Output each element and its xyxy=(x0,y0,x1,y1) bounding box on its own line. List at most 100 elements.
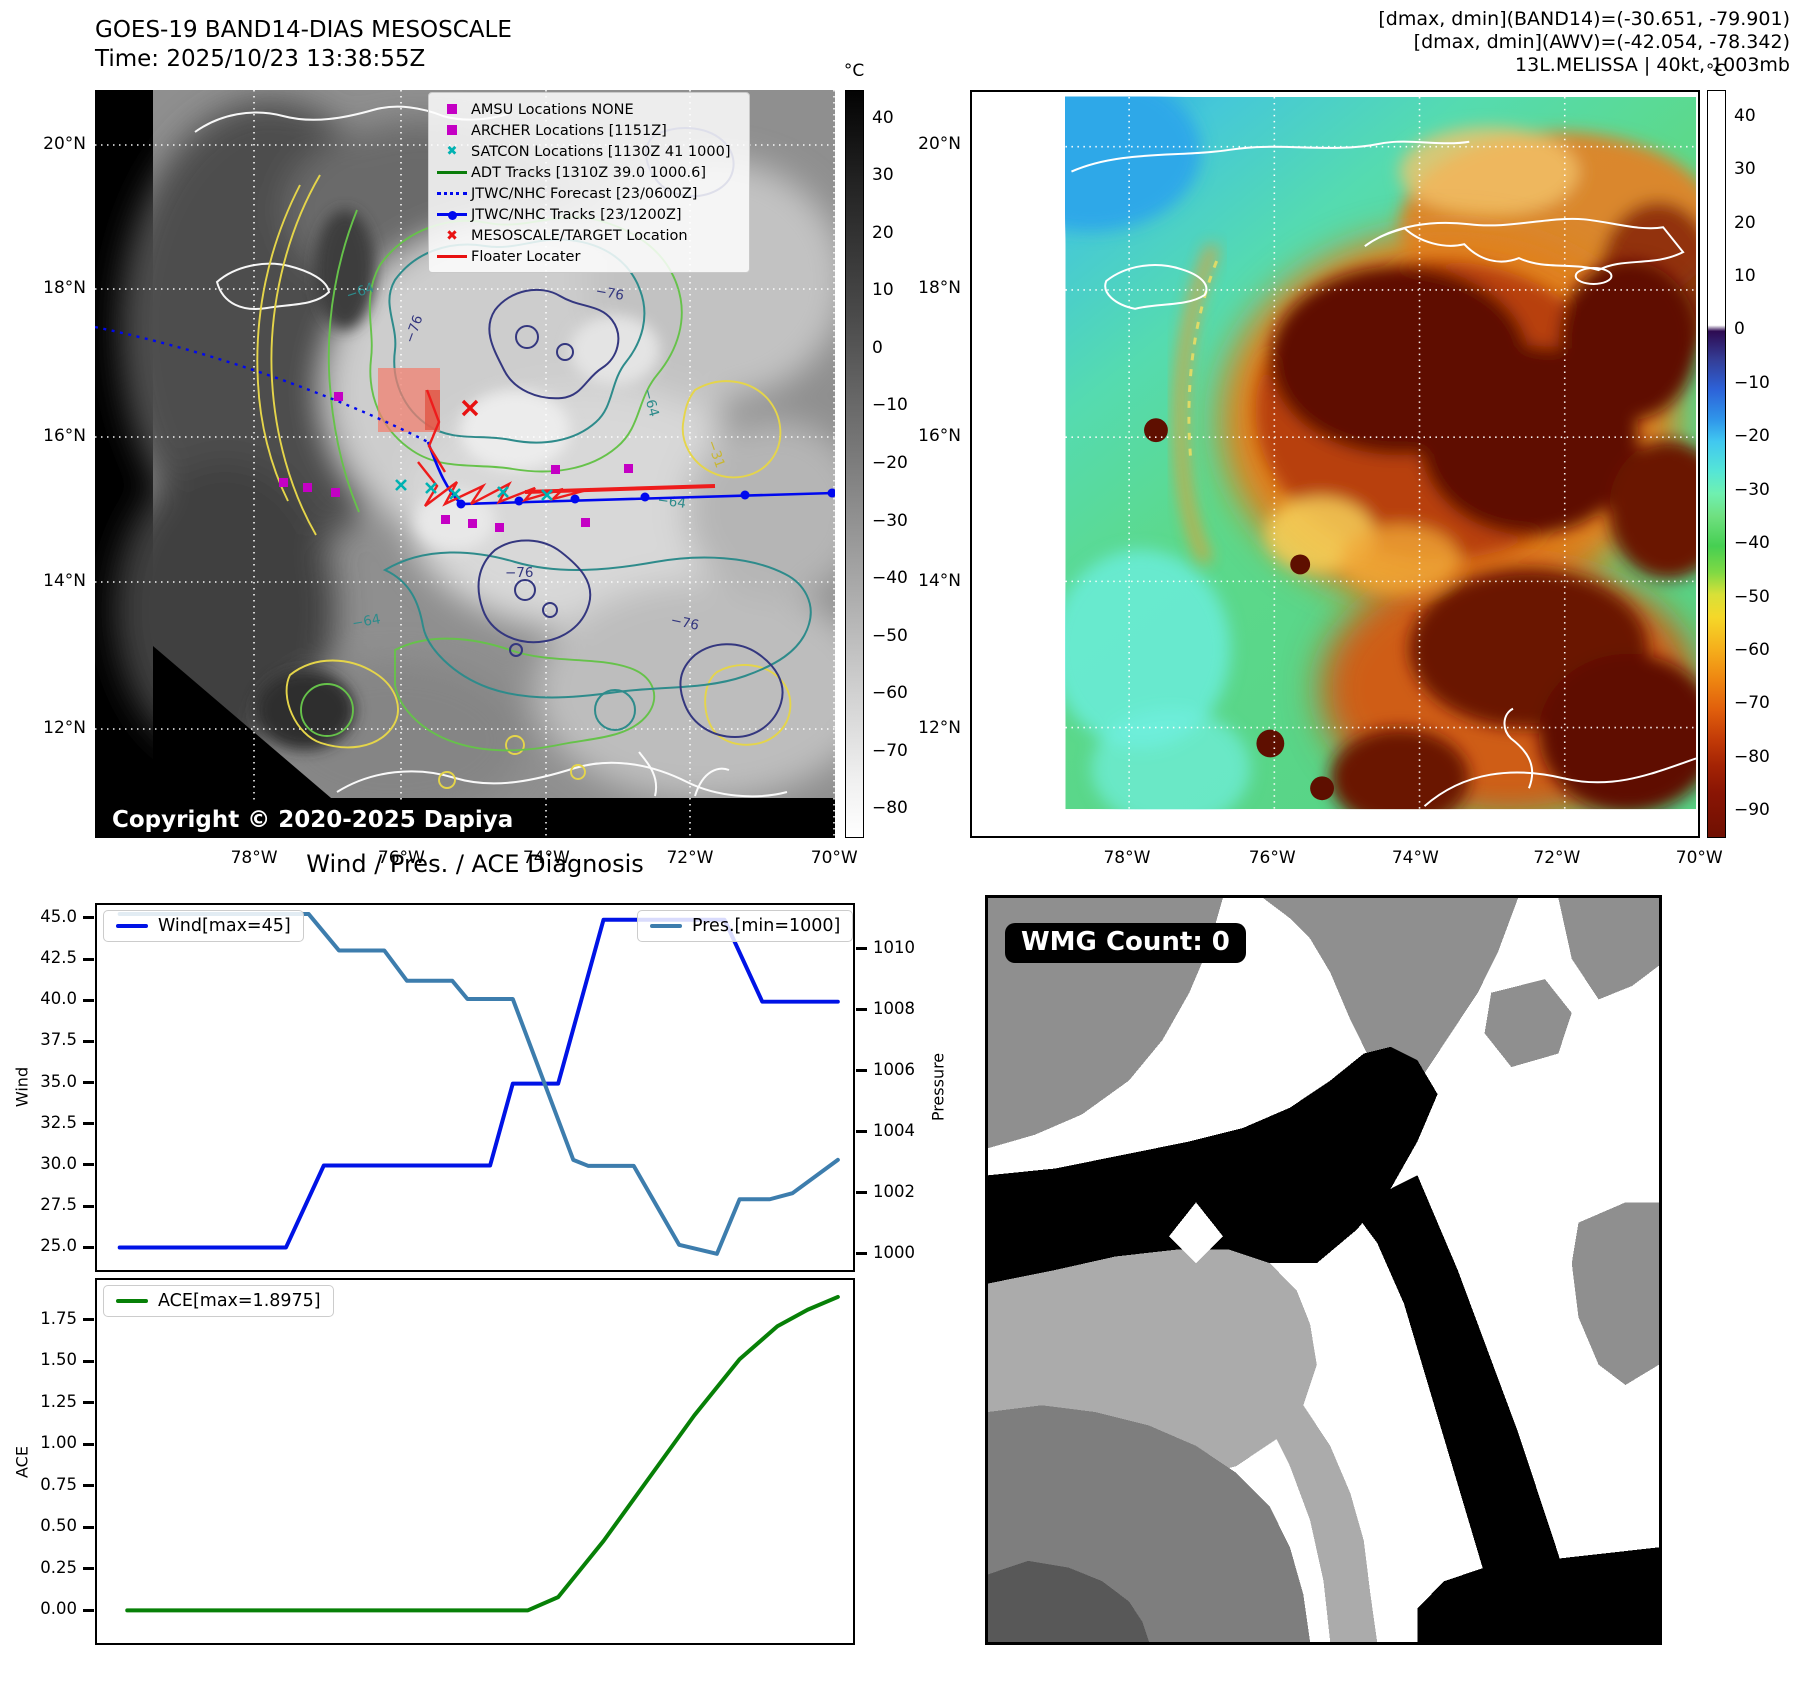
legend-item-label: JTWC/NHC Tracks [23/1200Z] xyxy=(471,206,682,223)
square-magenta-marker xyxy=(433,103,471,117)
ace-legend-swatch xyxy=(116,1299,148,1303)
lat-tick-label: 16°N xyxy=(43,426,86,447)
tick-mark xyxy=(83,1401,94,1405)
legend-item-label: MESOSCALE/TARGET Location xyxy=(471,227,688,244)
lat-tick-label: 14°N xyxy=(43,571,86,592)
lon-tick-label: 72°W xyxy=(1533,848,1581,868)
band14-title: GOES-19 BAND14-DIAS MESOSCALE Time: 2025… xyxy=(95,16,512,74)
tick-mark xyxy=(856,1008,867,1012)
copyright-badge: Copyright © 2020-2025 Dapiya xyxy=(98,804,528,838)
y-tick-label: 45.0 xyxy=(40,906,77,926)
floater-locater-lines xyxy=(417,389,716,507)
band14-colorbar xyxy=(845,90,864,838)
colorbar-tick-label: 0 xyxy=(872,337,883,358)
colorbar-tick-label: −70 xyxy=(1734,693,1770,714)
mesoscale-target-box-inner xyxy=(425,390,440,430)
y-tick-label: 40.0 xyxy=(40,989,77,1009)
colorbar-tick-label: −50 xyxy=(872,625,908,646)
wind-pressure-chart xyxy=(95,903,855,1272)
tick-mark xyxy=(856,1252,867,1256)
dotted-blue-marker xyxy=(433,187,471,201)
lat-tick-label: 18°N xyxy=(43,277,86,298)
legend-item-label: SATCON Locations [1130Z 41 1000] xyxy=(471,143,731,160)
contours-yellow xyxy=(256,174,792,789)
colorbar-tick-label: −80 xyxy=(872,798,908,819)
y-tick-label: 42.5 xyxy=(40,948,77,967)
colorbar-tick-label: −10 xyxy=(872,395,908,416)
wind-legend-swatch xyxy=(116,924,148,928)
wind-axis-title: Wind xyxy=(12,1066,32,1108)
y-tick-label: 25.0 xyxy=(40,1236,77,1256)
colorbar-tick-label: 30 xyxy=(1734,159,1756,180)
ace-chart xyxy=(95,1278,855,1645)
wind-legend-label: Wind[max=45] xyxy=(158,916,291,936)
colorbar-tick-label: 30 xyxy=(872,165,894,186)
colorbar-tick-label: 10 xyxy=(1734,266,1756,286)
tick-mark xyxy=(83,1484,94,1488)
mesoscale-target-x xyxy=(461,399,479,417)
contour-label: −64 xyxy=(351,611,382,632)
colorbar-tick-label: −90 xyxy=(1734,800,1770,821)
line-dot-blue-marker xyxy=(433,208,471,222)
line-green-marker xyxy=(433,166,471,180)
y-tick-label: 0.50 xyxy=(40,1516,77,1536)
archer-markers xyxy=(279,392,633,532)
lat-tick-label: 18°N xyxy=(918,277,961,298)
colorbar-tick-label: −60 xyxy=(872,683,908,704)
colorbar-tick-label: 10 xyxy=(872,280,894,301)
contour-label: −64 xyxy=(639,387,662,419)
y-tick-label: 1008 xyxy=(873,998,915,1018)
tick-mark xyxy=(83,998,94,1002)
contour-label: −76 xyxy=(594,283,625,304)
eyewall-arc xyxy=(1175,244,1219,565)
colorbar-tick-label: −20 xyxy=(1734,426,1770,447)
lon-tick-label: 70°W xyxy=(1675,848,1723,868)
tick-mark xyxy=(856,1130,867,1134)
y-tick-label: 32.5 xyxy=(40,1112,77,1132)
x-cyan-marker xyxy=(433,144,471,159)
contour-label: −76 xyxy=(669,612,700,634)
y-tick-label: 1.50 xyxy=(40,1350,77,1370)
legend-item-label: JTWC/NHC Forecast [23/0600Z] xyxy=(471,185,698,202)
colorbar-tick-label: −40 xyxy=(872,568,908,589)
contour-label: −76 xyxy=(505,565,534,581)
tick-mark xyxy=(83,1204,94,1208)
lat-tick-label: 20°N xyxy=(43,133,86,154)
storm-id-line: 13L.MELISSA | 40kt, 1003mb xyxy=(1515,54,1790,76)
colorbar-tick-label: −70 xyxy=(872,740,908,761)
y-tick-label: 0.25 xyxy=(40,1557,77,1577)
series-line xyxy=(117,912,840,1256)
pressure-legend-label: Pres.[min=1000] xyxy=(692,916,841,936)
ace-axis-title: ACE xyxy=(12,1446,32,1478)
colorbar-tick-label: 20 xyxy=(1734,212,1756,233)
tick-mark xyxy=(83,1608,94,1612)
square-magenta-marker xyxy=(433,124,471,138)
track-dot-icon xyxy=(448,210,457,220)
diagnosis-title: Wind / Pres. / ACE Diagnosis xyxy=(306,850,644,878)
dmax-dmin-awv: [dmax, dmin](AWV)=(-42.054, -78.342) xyxy=(1413,31,1790,53)
y-tick-label: 1004 xyxy=(873,1120,915,1140)
colorbar-tick-label: −50 xyxy=(1734,586,1770,607)
tick-mark xyxy=(856,947,867,951)
wind-pressure-series xyxy=(117,912,840,1256)
tick-mark xyxy=(83,1081,94,1085)
legend-item: JTWC/NHC Forecast [23/0600Z] xyxy=(433,183,743,204)
tick-mark xyxy=(83,1567,94,1571)
y-tick-label: 1000 xyxy=(873,1242,915,1262)
colorbar-tick-label: −80 xyxy=(1734,746,1770,767)
y-tick-label: 1006 xyxy=(873,1059,915,1079)
awv-map-art xyxy=(1065,96,1697,810)
colorbar-unit: °C xyxy=(843,61,865,81)
colorbar-tick-label: −30 xyxy=(872,510,908,531)
ace-legend: ACE[max=1.8975] xyxy=(103,1285,334,1317)
band14-title-line1: GOES-19 BAND14-DIAS MESOSCALE xyxy=(95,17,512,43)
pressure-legend: Pres.[min=1000] xyxy=(637,910,854,942)
legend-item: JTWC/NHC Tracks [23/1200Z] xyxy=(433,204,743,225)
tick-mark xyxy=(83,916,94,920)
wmg-count-badge: WMG Count: 0 xyxy=(1005,923,1246,963)
tick-mark xyxy=(83,1318,94,1322)
colorbar-tick-label: 20 xyxy=(872,222,894,243)
tick-mark xyxy=(83,1039,94,1043)
y-tick-label: 27.5 xyxy=(40,1195,77,1215)
